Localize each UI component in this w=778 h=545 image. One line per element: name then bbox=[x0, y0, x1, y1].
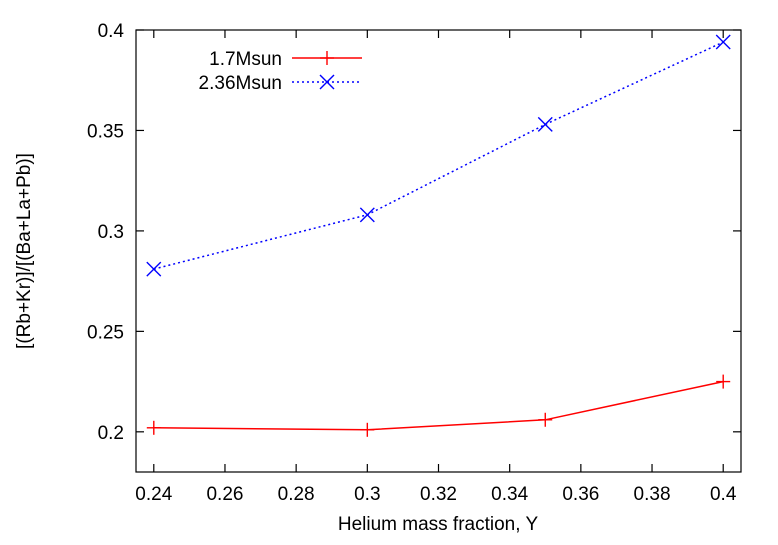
x-tick-label: 0.34 bbox=[491, 484, 528, 505]
series-2-point bbox=[359, 207, 375, 223]
x-tick-label: 0.3 bbox=[354, 484, 380, 505]
y-axis-label: [(Rb+Kr)]/[(Ba+La+Pb)] bbox=[14, 153, 35, 349]
legend-marker-1 bbox=[320, 51, 334, 65]
series-line-2 bbox=[153, 41, 724, 270]
y-tick-label: 0.35 bbox=[87, 121, 124, 142]
x-tick-label: 0.36 bbox=[562, 484, 599, 505]
x-tick-label: 0.32 bbox=[420, 484, 457, 505]
x-tick-label: 0.26 bbox=[206, 484, 243, 505]
y-tick-label: 0.3 bbox=[98, 222, 124, 243]
series-2-point bbox=[715, 34, 731, 50]
series-1-point bbox=[146, 420, 161, 435]
y-tick-label: 0.25 bbox=[87, 322, 124, 343]
series-layer bbox=[146, 34, 731, 437]
x-tick-label: 0.4 bbox=[710, 484, 737, 505]
y-tick-label: 0.4 bbox=[98, 21, 125, 42]
x-tick-label: 0.28 bbox=[278, 484, 315, 505]
legend-label-2: 2.36Msun bbox=[199, 73, 282, 94]
legend: 1.7Msun 2.36Msun bbox=[199, 49, 362, 94]
y-tick-label: 0.2 bbox=[98, 423, 124, 444]
series-line-1 bbox=[153, 380, 724, 431]
series-1-point bbox=[716, 374, 731, 389]
y-axis: 0.2 0.25 0.3 0.35 0.4 bbox=[87, 21, 741, 444]
x-axis-label: Helium mass fraction, Y bbox=[338, 514, 539, 535]
series-1-point bbox=[360, 422, 375, 437]
x-tick-label: 0.38 bbox=[634, 484, 671, 505]
series-1-point bbox=[538, 412, 553, 427]
series-2-point bbox=[537, 116, 553, 132]
series-2-point bbox=[146, 261, 162, 277]
x-axis: 0.24 0.26 0.28 0.3 0.32 0.34 0.36 0.38 0.4 bbox=[135, 30, 737, 505]
legend-label-1: 1.7Msun bbox=[209, 49, 282, 70]
x-tick-label: 0.24 bbox=[135, 484, 172, 505]
legend-marker-2 bbox=[319, 74, 335, 90]
